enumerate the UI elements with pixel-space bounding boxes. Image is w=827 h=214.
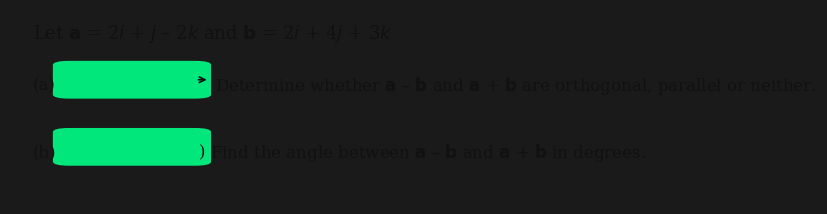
Text: ): ) (198, 145, 205, 162)
Text: Determine whether $\mathbf{a}$ – $\mathbf{b}$ and $\mathbf{a}$ + $\mathbf{b}$ ar: Determine whether $\mathbf{a}$ – $\mathb… (215, 75, 815, 97)
Text: (a): (a) (32, 77, 55, 95)
FancyBboxPatch shape (53, 61, 211, 99)
Text: (b): (b) (32, 145, 56, 162)
Text: Let $\mathbf{a}$ = 2$i$ + $j$ – 2$k$ and $\mathbf{b}$ = 2$i$ + 4$j$ + 3$k$: Let $\mathbf{a}$ = 2$i$ + $j$ – 2$k$ and… (32, 23, 392, 45)
FancyBboxPatch shape (53, 128, 211, 166)
Text: Find the angle between $\mathbf{a}$ – $\mathbf{b}$ and $\mathbf{a}$ + $\mathbf{b: Find the angle between $\mathbf{a}$ – $\… (209, 142, 644, 164)
